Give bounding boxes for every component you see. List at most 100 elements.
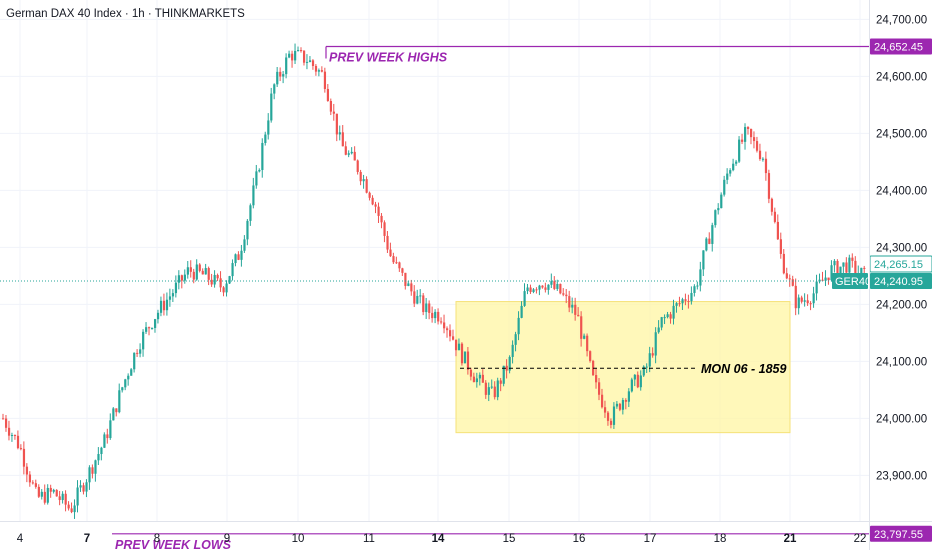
candle-body (830, 265, 833, 281)
candle-body (618, 403, 622, 410)
candle-body (598, 382, 601, 395)
candle-body (100, 447, 103, 455)
candle-body (675, 303, 678, 306)
candle-body (481, 374, 484, 383)
candle-body (690, 292, 693, 302)
candle-body (431, 312, 434, 319)
candle-body (389, 249, 392, 257)
candle-body (410, 283, 413, 292)
candle-body (4, 418, 8, 428)
price-axis: 24,700.00 24,600.00 24,500.00 24,400.00 24,3… (876, 14, 927, 482)
candle-body (43, 491, 46, 503)
candle-body (398, 262, 401, 269)
candle-body (484, 382, 487, 395)
candle-body (55, 489, 58, 497)
candle-body (291, 53, 294, 61)
candle-body (124, 379, 127, 388)
candle-body (460, 343, 464, 364)
candle-body (711, 225, 714, 244)
candle-body (64, 493, 67, 505)
candle-body (228, 276, 231, 284)
candle-body (547, 284, 550, 290)
candle-body (827, 277, 830, 281)
candle-body (115, 408, 118, 413)
candle-body (276, 71, 279, 85)
candle-body (457, 343, 461, 351)
candle-body (574, 304, 577, 315)
candle-body (159, 300, 163, 313)
candle-body (425, 303, 428, 313)
candle-body (255, 171, 258, 186)
x-tick-label: 11 (363, 533, 375, 545)
candle-body (341, 132, 344, 147)
candle-body (493, 386, 496, 398)
candle-body (320, 70, 324, 72)
candle-body (204, 268, 207, 275)
candle-body (717, 208, 720, 211)
symbol-badge (832, 273, 868, 290)
candle-body (288, 53, 291, 58)
candle-body (779, 239, 782, 254)
candle-body (580, 316, 583, 339)
candle-body (487, 387, 490, 395)
y-tick-label: 24,000.00 (876, 413, 927, 425)
x-tick-label: 18 (714, 533, 727, 545)
candle-body (785, 273, 788, 279)
candle-body (76, 487, 79, 506)
candle-body (714, 210, 717, 226)
symbol-label: GER40 (835, 276, 871, 288)
candle-body (639, 375, 642, 388)
candle-body (401, 268, 404, 273)
candle-body (663, 317, 666, 319)
candle-body (794, 285, 797, 309)
candle-body (556, 283, 559, 289)
candle-body (192, 271, 195, 280)
candle-body (627, 391, 630, 402)
candle-body (395, 262, 398, 264)
candle-body (130, 369, 133, 376)
candle-body (362, 179, 365, 182)
candle-body (359, 171, 362, 182)
candle-body (386, 235, 389, 250)
candle-body (148, 327, 151, 329)
candle-body (726, 173, 729, 180)
candle-body (761, 158, 765, 160)
candle-body (782, 253, 785, 274)
candle-body (127, 375, 130, 380)
current-price-label: 24,240.95 (874, 276, 923, 288)
candle-body (595, 375, 598, 383)
level-label: PREV WEEK HIGHS (329, 51, 448, 65)
candle-body (568, 296, 571, 308)
candle-body (246, 220, 249, 240)
candle-body (335, 113, 338, 135)
candle-body (747, 127, 750, 129)
candle-body (767, 173, 771, 199)
x-tick-label: 4 (17, 533, 24, 545)
candle-body (326, 88, 330, 101)
candle-body (735, 161, 738, 164)
candle-body (463, 351, 467, 364)
candle-body (645, 366, 648, 368)
candle-body (633, 374, 636, 380)
candle-body (490, 386, 493, 388)
candle-body (222, 287, 225, 293)
candle-body (311, 60, 315, 66)
candle-body (508, 356, 511, 371)
candle-body (729, 170, 732, 174)
candle-body (13, 435, 17, 437)
candle-body (25, 466, 29, 475)
candle-body (365, 179, 368, 193)
candle-body (612, 406, 616, 425)
candle-body (723, 179, 726, 195)
candle-body (583, 335, 586, 339)
x-tick-label: 15 (503, 533, 516, 545)
candle-body (168, 296, 172, 300)
candle-body (19, 448, 23, 450)
candle-body (264, 134, 267, 143)
candle-body (842, 262, 845, 267)
candle-body (535, 289, 538, 291)
candle-body (860, 267, 863, 274)
candle-body (511, 344, 514, 357)
